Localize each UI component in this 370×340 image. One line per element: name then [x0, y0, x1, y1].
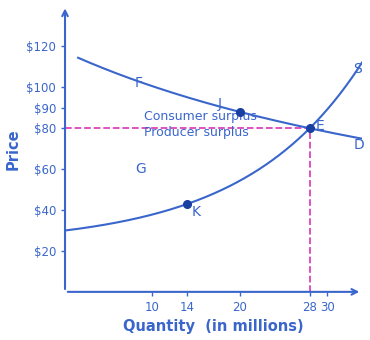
- Text: J: J: [218, 97, 222, 111]
- Text: Consumer surplus: Consumer surplus: [144, 110, 256, 123]
- Text: F: F: [135, 76, 143, 90]
- X-axis label: Quantity  (in millions): Quantity (in millions): [123, 320, 304, 335]
- Text: D: D: [353, 138, 364, 152]
- Text: Producer surplus: Producer surplus: [144, 126, 248, 139]
- Y-axis label: Price: Price: [6, 128, 21, 170]
- Text: K: K: [192, 205, 201, 219]
- Text: S: S: [353, 63, 362, 76]
- Text: E: E: [316, 119, 324, 133]
- Text: G: G: [135, 162, 146, 176]
